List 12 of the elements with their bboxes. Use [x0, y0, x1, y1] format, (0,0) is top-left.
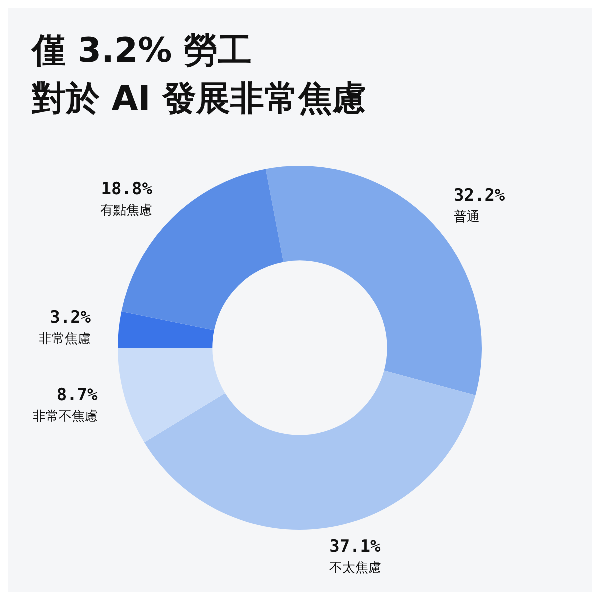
slice-label: 有點焦慮 [100, 204, 152, 219]
slice-label: 非常焦慮 [39, 332, 92, 348]
data-label: 37.1% [330, 537, 382, 558]
chart-title: 僅 3.2% 勞工 [30, 30, 253, 73]
slice-label: 非常不焦慮 [32, 410, 98, 425]
chart-subtitle: 對於 AI 發展非常焦慮 [30, 78, 368, 121]
slice-label: 不太焦慮 [330, 561, 382, 576]
data-label: 3.2% [50, 308, 92, 328]
data-label: 8.7% [56, 386, 99, 406]
data-label: 18.8% [101, 180, 154, 200]
slice-label: 普通 [454, 209, 480, 226]
data-label: 32.2% [454, 186, 506, 206]
